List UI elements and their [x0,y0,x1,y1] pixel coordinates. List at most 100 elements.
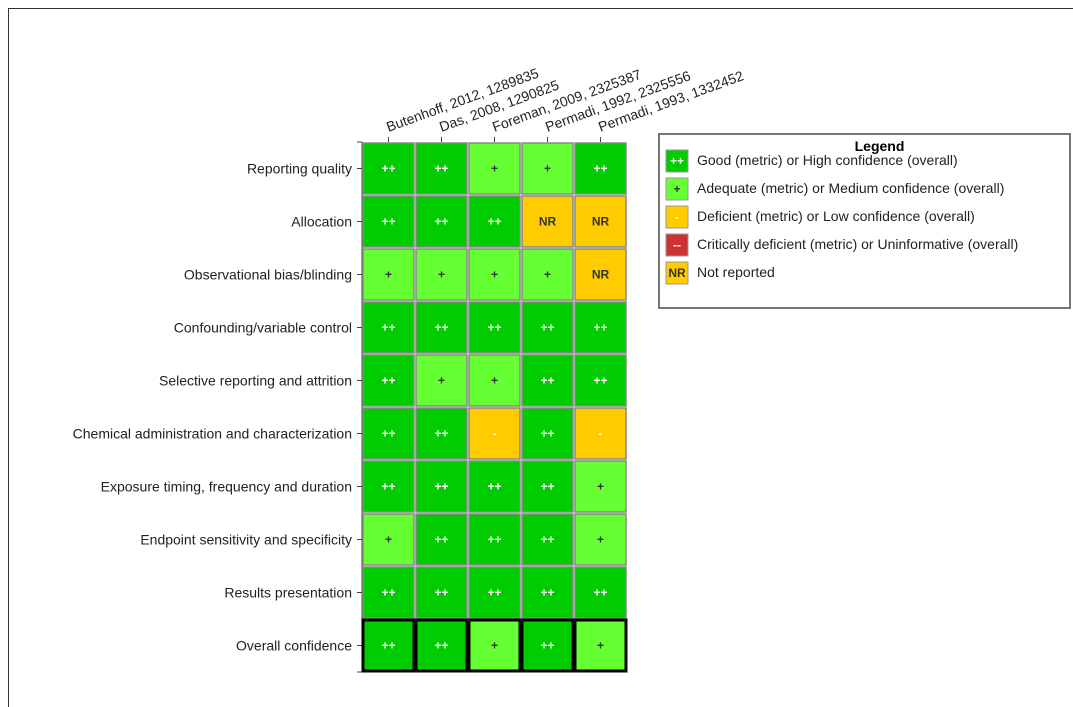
cell-endpoint-sensitivity-and-specificity-2 [415,513,468,566]
cell-value: + [385,268,392,282]
legend-swatch-3 [665,205,689,229]
legend-swatch-5 [665,261,689,285]
cell-value: - [493,427,497,441]
y-axis [357,137,601,673]
cell-value: + [544,268,551,282]
cell-selective-reporting-and-attrition-5 [574,354,627,407]
cell-value: ++ [434,427,448,441]
cell-reporting-quality-3 [468,142,521,195]
cell-value: ++ [381,374,395,388]
cell-exposure-timing-frequency-and-duration-3 [468,460,521,513]
cell-selective-reporting-and-attrition-4 [521,354,574,407]
cell-exposure-timing-frequency-and-duration-4 [521,460,574,513]
legend-swatch-4 [665,233,689,257]
cell-results-presentation-4 [521,566,574,619]
cell-value: ++ [381,215,395,229]
legend-label-3: Deficient (metric) or Low confidence (ov… [697,208,975,224]
row-label-exposure-timing-frequency-and-duration: Exposure timing, frequency and duration [101,479,352,495]
cell-value: ++ [381,480,395,494]
cell-reporting-quality-4 [521,142,574,195]
cell-value: ++ [487,533,501,547]
row-label-selective-reporting-and-attrition: Selective reporting and attrition [159,373,352,389]
cell-value: + [491,639,498,653]
cell-value: ++ [487,321,501,335]
legend-box [658,133,1071,309]
legend-symbol: -- [673,238,681,252]
cell-value: ++ [434,533,448,547]
cell-value: NR [592,215,610,229]
cell-value: ++ [540,533,554,547]
cell-selective-reporting-and-attrition-1 [362,354,415,407]
cell-value: ++ [487,480,501,494]
legend-label-1: Good (metric) or High confidence (overal… [697,152,958,168]
row-label-confounding-variable-control: Confounding/variable control [174,320,352,336]
cell-value: ++ [381,639,395,653]
cell-value: NR [592,268,610,282]
cell-allocation-1 [362,195,415,248]
row-label-reporting-quality: Reporting quality [247,161,352,177]
cell-value: ++ [434,162,448,176]
cell-value: + [597,480,604,494]
legend-symbol: NR [668,266,686,280]
row-label-endpoint-sensitivity-and-specificity: Endpoint sensitivity and specificity [140,532,352,548]
cell-value: + [385,533,392,547]
cell-allocation-3 [468,195,521,248]
cell-observational-bias-blinding-4 [521,248,574,301]
cell-observational-bias-blinding-3 [468,248,521,301]
cell-value: ++ [593,374,607,388]
cell-exposure-timing-frequency-and-duration-2 [415,460,468,513]
cell-exposure-timing-frequency-and-duration-5 [574,460,627,513]
cell-observational-bias-blinding-5 [574,248,627,301]
cell-value: ++ [381,162,395,176]
legend-symbol: + [673,182,680,196]
legend-symbol: - [675,210,679,224]
cell-chemical-administration-and-characterization-3 [468,407,521,460]
cell-selective-reporting-and-attrition-3 [468,354,521,407]
figure-frame [8,8,1073,707]
legend-title: Legend [855,138,905,154]
cell-selective-reporting-and-attrition-2 [415,354,468,407]
cell-confounding-variable-control-3 [468,301,521,354]
cell-overall-confidence-4 [520,618,575,673]
cell-exposure-timing-frequency-and-duration-1 [362,460,415,513]
cell-value: - [599,427,603,441]
cell-overall-confidence-2 [414,618,469,673]
cell-overall-confidence-1 [361,618,416,673]
legend-label-5: Not reported [697,264,775,280]
cell-results-presentation-1 [362,566,415,619]
row-label-results-presentation: Results presentation [224,585,352,601]
row-label-allocation: Allocation [291,214,352,230]
cell-reporting-quality-5 [574,142,627,195]
legend-swatch-1 [665,149,689,173]
row-label-overall-confidence: Overall confidence [236,638,352,654]
cell-value: ++ [540,427,554,441]
cell-endpoint-sensitivity-and-specificity-5 [574,513,627,566]
cell-value: ++ [434,321,448,335]
cell-value: ++ [434,639,448,653]
cell-chemical-administration-and-characterization-5 [574,407,627,460]
cell-value: ++ [593,586,607,600]
cell-value: + [597,533,604,547]
legend: Legend ++ Good (metric) or High confidence… [658,133,1071,309]
cell-overall-confidence-5 [573,618,628,673]
cell-confounding-variable-control-2 [415,301,468,354]
cell-allocation-2 [415,195,468,248]
cell-results-presentation-5 [574,566,627,619]
cell-value: + [491,162,498,176]
cell-endpoint-sensitivity-and-specificity-1 [362,513,415,566]
row-labels: Reporting quality Allocation Observational… [73,161,353,654]
cell-value: ++ [434,215,448,229]
legend-swatch-2 [665,177,689,201]
cell-value: + [597,639,604,653]
cell-chemical-administration-and-characterization-2 [415,407,468,460]
cell-value: + [438,374,445,388]
cell-value: ++ [540,586,554,600]
cell-value: ++ [434,586,448,600]
cell-value: ++ [540,639,554,653]
cell-value: ++ [381,427,395,441]
cell-value: + [544,162,551,176]
cell-value: NR [539,215,557,229]
cell-value: ++ [540,321,554,335]
heatmap-cells: ++ ++ + + ++++ ++ ++ NR NR+ + + + NR++ ++ ++ ++ ++++ + + ++… [361,142,628,673]
